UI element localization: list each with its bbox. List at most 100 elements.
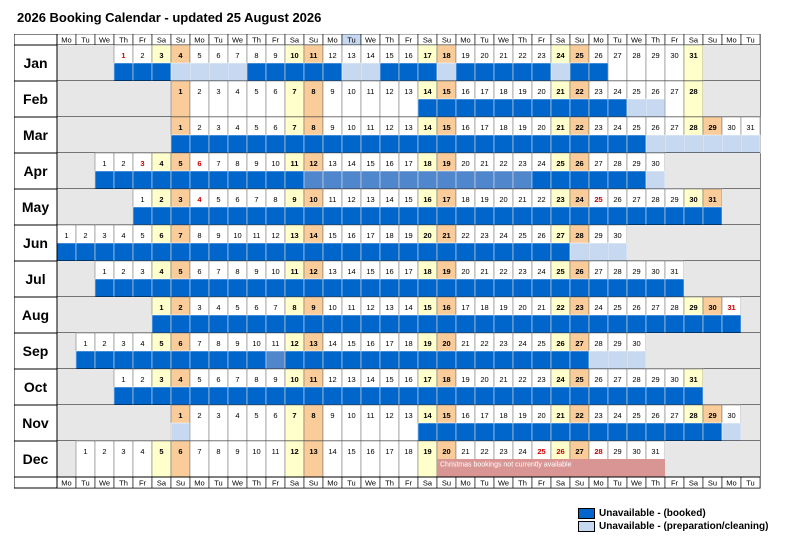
availability-bar-Mar-12 <box>379 134 400 154</box>
empty-cell <box>703 81 722 117</box>
availability-bar-Jan-13 <box>341 62 362 82</box>
availability-bar-Oct-14 <box>360 386 381 406</box>
availability-bar-Feb-19 <box>512 98 533 118</box>
header-label-24: Th <box>518 36 527 45</box>
empty-cell <box>152 405 171 441</box>
availability-bar-Jan-5 <box>189 62 210 82</box>
day-number: 16 <box>404 375 412 384</box>
availability-bar-Aug-29 <box>683 314 704 334</box>
day-number: 5 <box>140 231 144 240</box>
day-number: 10 <box>328 303 336 312</box>
availability-bar-May-1 <box>132 206 153 226</box>
day-number: 22 <box>575 123 583 132</box>
day-number: 13 <box>309 339 317 348</box>
day-number: 2 <box>197 123 201 132</box>
empty-cell <box>76 117 95 153</box>
availability-bar-Apr-8 <box>227 170 248 190</box>
footer-label-33: Sa <box>689 479 699 488</box>
day-number: 12 <box>309 159 317 168</box>
day-number: 7 <box>273 303 277 312</box>
day-number: 28 <box>632 375 640 384</box>
day-number: 3 <box>140 267 144 276</box>
availability-bar-Jul-5 <box>170 278 191 298</box>
day-number: 22 <box>480 447 488 456</box>
day-number: 28 <box>594 447 602 456</box>
day-number: 7 <box>292 411 296 420</box>
empty-cell <box>57 117 76 153</box>
availability-bar-Jan-3 <box>151 62 172 82</box>
availability-bar-Jun-11 <box>246 242 267 262</box>
day-number: 14 <box>423 123 432 132</box>
availability-bar-Nov-29 <box>702 422 723 442</box>
footer-label-34: Su <box>708 479 717 488</box>
day-number: 2 <box>178 303 182 312</box>
day-number: 12 <box>271 231 279 240</box>
availability-bar-Oct-11 <box>303 386 324 406</box>
availability-bar-Oct-24 <box>550 386 571 406</box>
availability-bar-Mar-25 <box>626 134 647 154</box>
availability-bar-Mar-6 <box>265 134 286 154</box>
availability-bar-Feb-17 <box>474 98 495 118</box>
footer-label-7: Mo <box>194 479 204 488</box>
day-number: 7 <box>197 339 201 348</box>
day-number: 4 <box>159 267 164 276</box>
availability-bar-Nov-22 <box>569 422 590 442</box>
availability-bar-Aug-26 <box>626 314 647 334</box>
day-number: 2 <box>197 411 201 420</box>
availability-bar-May-4 <box>189 206 210 226</box>
day-number: 12 <box>385 123 393 132</box>
availability-bar-Jul-23 <box>512 278 533 298</box>
day-number: 19 <box>461 51 469 60</box>
availability-bar-Aug-16 <box>436 314 457 334</box>
empty-cell <box>76 261 95 297</box>
empty-cell <box>76 81 95 117</box>
empty-cell <box>684 225 703 261</box>
availability-bar-Jul-14 <box>341 278 362 298</box>
day-number: 21 <box>556 411 564 420</box>
day-number: 14 <box>385 195 393 204</box>
day-number: 25 <box>518 231 526 240</box>
availability-bar-Aug-15 <box>417 314 438 334</box>
empty-cell <box>76 297 95 333</box>
availability-bar-Feb-15 <box>436 98 457 118</box>
day-number: 9 <box>330 87 334 96</box>
day-number: 30 <box>670 51 678 60</box>
empty-cell <box>133 117 152 153</box>
footer-label-18: Fr <box>405 479 413 488</box>
header-label-32: Fr <box>671 36 679 45</box>
day-number: 1 <box>83 339 87 348</box>
availability-bar-Jun-19 <box>398 242 419 262</box>
header-label-12: Sa <box>290 36 300 45</box>
header-label-35: Mo <box>726 36 736 45</box>
day-number: 19 <box>499 303 507 312</box>
empty-cell <box>684 153 703 189</box>
footer-label-4: Fr <box>139 479 147 488</box>
empty-cell <box>95 297 114 333</box>
day-number: 15 <box>442 411 450 420</box>
availability-bar-Sep-24 <box>512 350 533 370</box>
day-number: 6 <box>254 303 258 312</box>
day-number: 10 <box>271 159 279 168</box>
header-label-8: Tu <box>214 36 222 45</box>
day-number: 1 <box>102 267 106 276</box>
footer-label-35: Mo <box>726 479 736 488</box>
day-number: 20 <box>461 159 469 168</box>
day-number: 1 <box>121 375 125 384</box>
availability-bar-Apr-22 <box>493 170 514 190</box>
day-number: 2 <box>159 195 163 204</box>
availability-bar-Mar-21 <box>550 134 571 154</box>
availability-bar-Jul-15 <box>360 278 381 298</box>
day-number: 16 <box>423 195 431 204</box>
availability-bar-Mar-22 <box>569 134 590 154</box>
day-number: 4 <box>235 87 239 96</box>
day-number: 23 <box>480 231 488 240</box>
empty-cell <box>741 225 760 261</box>
day-number: 26 <box>575 267 583 276</box>
day-number: 20 <box>442 447 450 456</box>
legend-swatch-booked <box>578 507 595 519</box>
day-number: 9 <box>292 195 296 204</box>
day-number: 12 <box>385 87 393 96</box>
availability-bar-Mar-26 <box>645 134 666 154</box>
day-number: 24 <box>594 303 602 312</box>
availability-bar-Oct-17 <box>417 386 438 406</box>
